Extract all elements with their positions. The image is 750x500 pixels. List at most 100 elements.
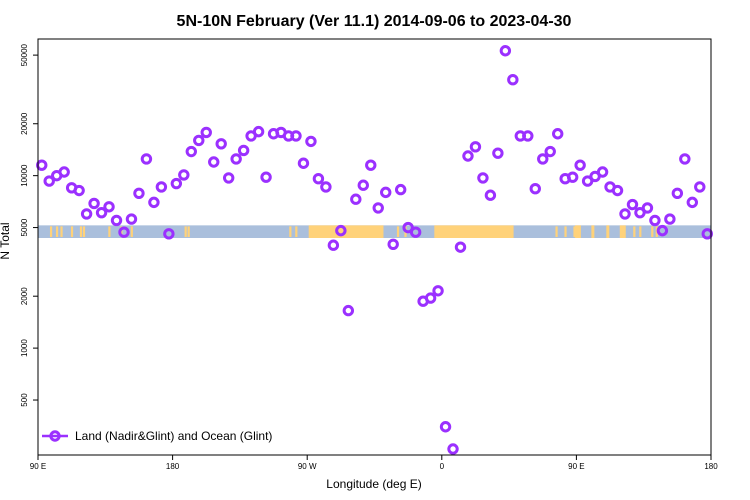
land-speck (289, 226, 292, 237)
data-point (140, 153, 153, 165)
data-point (80, 208, 93, 220)
y-tick-label: 5000 (20, 218, 29, 236)
data-point (350, 193, 362, 205)
data-point (469, 141, 482, 153)
data-point (290, 130, 302, 142)
x-tick-label: 90 E (30, 462, 46, 471)
x-tick-label: 180 (166, 462, 180, 471)
land-speck (108, 226, 111, 237)
x-tick-label: 90 E (568, 462, 584, 471)
data-point (611, 184, 624, 197)
land-segment (434, 225, 514, 238)
x-axis-label: Longitude (deg E) (326, 477, 421, 491)
land-speck (184, 226, 187, 237)
land-speck (60, 226, 63, 237)
data-point (394, 183, 407, 196)
data-point (581, 175, 594, 187)
data-point (58, 166, 70, 178)
data-point (260, 171, 272, 183)
y-axis-label: N Total (0, 222, 12, 259)
data-point (424, 292, 437, 304)
data-point (439, 421, 452, 433)
data-point (133, 187, 145, 200)
data-point (200, 126, 212, 139)
data-point (125, 213, 138, 225)
data-point (641, 202, 654, 214)
data-point (215, 138, 227, 150)
x-tick-label: 90 W (298, 462, 317, 471)
legend: Land (Nadir&Glint) and Ocean (Glint) (42, 429, 272, 443)
data-point (447, 443, 459, 455)
data-point (148, 196, 160, 209)
data-point (170, 177, 183, 190)
data-point (297, 157, 310, 169)
data-point (619, 208, 631, 220)
chart-title: 5N-10N February (Ver 11.1) 2014-09-06 to… (177, 13, 572, 30)
data-points (36, 45, 713, 455)
data-point (103, 201, 115, 213)
data-point (365, 159, 377, 171)
data-point (671, 187, 684, 200)
land-segment (606, 225, 610, 238)
data-point (626, 198, 639, 211)
y-axis: 500 1000 2000 5000 10000 20000 50000 (20, 43, 38, 407)
data-point (163, 228, 175, 240)
data-point (372, 202, 384, 214)
data-point (327, 239, 340, 251)
data-point (380, 186, 392, 199)
land-segment (619, 225, 626, 238)
x-tick-label: 0 (440, 462, 445, 471)
data-point (73, 184, 85, 197)
plot-frame (37, 38, 712, 456)
data-point (237, 144, 250, 157)
data-point (507, 74, 519, 86)
land-speck (295, 226, 298, 237)
land-speck (82, 226, 86, 237)
data-point (537, 153, 549, 165)
data-point (88, 197, 100, 210)
land-speck (651, 226, 654, 237)
land-speck (573, 226, 576, 237)
data-point (664, 213, 676, 225)
data-point (634, 206, 646, 219)
land-speck (55, 226, 59, 237)
data-point (686, 196, 699, 209)
data-point (544, 145, 556, 158)
y-tick-label: 2000 (20, 287, 29, 305)
land-speck (633, 226, 636, 237)
land-speck (49, 226, 53, 237)
land-segment (591, 225, 595, 238)
data-point (185, 145, 197, 158)
land-speck (555, 226, 558, 237)
data-point (305, 135, 317, 148)
data-point (679, 153, 691, 165)
data-point (454, 241, 467, 253)
land-speck (655, 226, 658, 237)
data-point (574, 159, 586, 171)
data-point (252, 125, 265, 138)
data-point (193, 134, 205, 147)
data-point (552, 128, 564, 140)
data-point (95, 206, 108, 219)
data-point (222, 172, 235, 184)
y-tick-label: 1000 (20, 339, 29, 357)
land-ocean-band (38, 225, 711, 238)
data-point (432, 285, 444, 297)
data-point (477, 172, 489, 184)
data-point (335, 224, 347, 237)
data-point (596, 166, 609, 178)
data-point (312, 173, 325, 185)
land-speck (187, 226, 190, 237)
land-speck (130, 226, 133, 237)
data-point (320, 181, 332, 193)
data-point (484, 189, 497, 201)
data-point (409, 226, 422, 238)
y-tick-label: 500 (20, 393, 29, 407)
land-segment (574, 225, 581, 238)
y-tick-label: 20000 (20, 112, 29, 135)
land-speck (639, 226, 642, 237)
data-point (492, 147, 504, 159)
data-point (208, 156, 220, 168)
